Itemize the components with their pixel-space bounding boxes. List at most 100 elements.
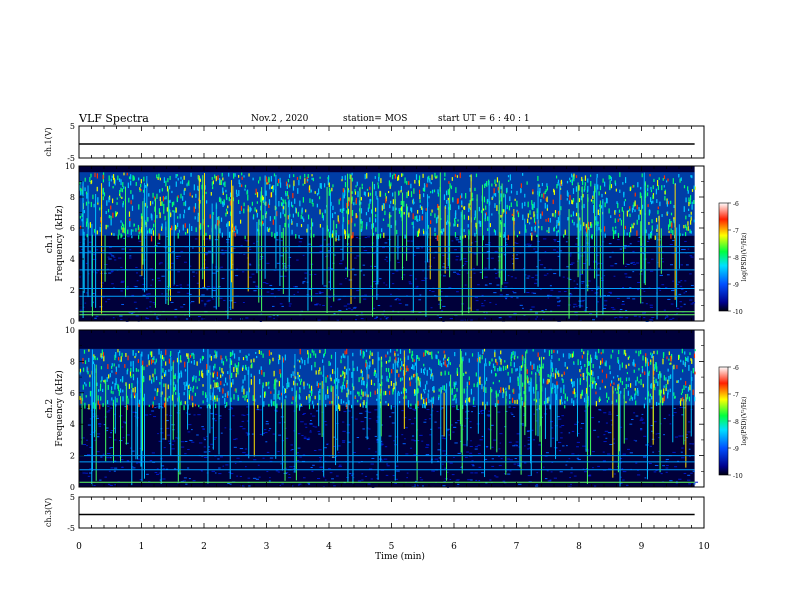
spectrogram-cell <box>455 291 459 293</box>
spectrogram-cell <box>691 175 693 179</box>
spectrogram-cell <box>97 197 99 203</box>
spectrogram-cell <box>367 207 369 212</box>
spectrogram-cell <box>255 285 259 287</box>
spectrogram-cell <box>633 315 637 317</box>
spectrogram-cell <box>449 204 451 211</box>
spectrogram-cell <box>672 280 674 282</box>
spectrogram-cell <box>111 232 113 236</box>
spectrogram-cell <box>108 181 110 187</box>
spectrogram-cell <box>102 404 104 407</box>
spectrogram-cell <box>445 364 447 368</box>
spectrogram-cell <box>292 371 294 376</box>
spectrogram-cell <box>96 173 99 179</box>
spectrogram-cell <box>311 177 313 180</box>
spectrogram-cell <box>182 196 184 201</box>
spectrogram-cell <box>166 293 169 295</box>
spectrogram-cell <box>587 395 589 402</box>
spectrogram-cell <box>154 220 156 223</box>
spectrogram-cell <box>346 392 348 398</box>
spectrogram-cell <box>202 428 205 430</box>
spectrogram-cell <box>651 395 653 400</box>
spectrogram-cell <box>613 473 616 475</box>
spectrogram-cell <box>370 463 374 465</box>
spectrogram-cell <box>588 361 591 366</box>
spectrogram-cell <box>541 226 543 231</box>
spectrogram-cell <box>162 468 166 470</box>
spectrogram-cell <box>362 264 366 266</box>
spectrogram-cell <box>95 417 99 419</box>
spectrogram-cell <box>298 179 300 186</box>
spectrogram-cell <box>615 188 617 192</box>
spectrogram-cell <box>670 374 672 379</box>
spectrogram-cell <box>403 212 405 215</box>
spectrogram-cell <box>351 177 354 182</box>
spectrogram-cell <box>418 189 421 194</box>
spectrogram-cell <box>121 426 124 428</box>
spectrogram-cell <box>479 380 481 385</box>
spectrogram-cell <box>527 443 531 445</box>
spectrogram-cell <box>595 401 598 407</box>
spectrogram-cell <box>255 209 258 213</box>
spectrogram-cell <box>424 350 426 356</box>
spectrogram-cell <box>656 350 658 355</box>
spectrogram-cell <box>482 401 484 406</box>
spectrogram-cell <box>282 357 284 363</box>
spectrogram-cell <box>389 349 392 353</box>
spectrogram-cell <box>533 391 535 394</box>
spectrogram-cell <box>388 180 391 187</box>
spectrogram-cell <box>110 205 112 210</box>
spectrogram-cell <box>85 221 88 227</box>
spectrogram-cell <box>460 319 464 321</box>
spectrogram-cell <box>180 193 182 199</box>
spectrogram-cell <box>327 386 329 390</box>
spectrogram-cell <box>594 381 596 385</box>
spectrogram-cell <box>489 223 492 228</box>
spectrogram-cell <box>640 417 643 419</box>
spectrogram-cell <box>177 177 179 181</box>
spectrogram-cell <box>350 404 353 409</box>
spectrogram-cell <box>592 371 594 377</box>
spectrogram-cell <box>347 208 350 215</box>
spectrogram-cell <box>398 303 402 305</box>
spectrogram-cell <box>180 441 185 443</box>
spectrogram-cell <box>429 351 431 355</box>
spectrogram-cell <box>170 212 172 218</box>
spectrogram-cell <box>461 205 463 208</box>
spectrogram-cell <box>492 363 495 368</box>
spectrogram-cell <box>451 474 455 476</box>
spectrogram-cell <box>564 400 566 404</box>
spectrogram-cell <box>426 369 428 376</box>
spectrogram-cell <box>687 248 690 250</box>
spectrogram-cell <box>502 208 504 214</box>
spectrogram-cell <box>392 388 394 395</box>
spectrogram-cell <box>344 366 346 370</box>
spectrogram-cell <box>110 215 112 221</box>
spectrogram-cell <box>223 182 225 186</box>
spectrogram-cell <box>610 307 615 309</box>
spectrogram-cell <box>673 205 675 208</box>
spectrogram-cell <box>551 461 554 463</box>
spectrogram-cell <box>661 401 664 406</box>
spectrogram-cell <box>392 475 395 477</box>
spectrogram-cell <box>645 229 647 234</box>
spectrogram-cell <box>121 222 123 226</box>
spectrogram-cell <box>157 242 161 244</box>
spectrogram-cell <box>482 208 485 211</box>
spectrogram-cell <box>87 370 89 375</box>
spectrogram-cell <box>191 441 195 443</box>
spectrogram-cell <box>414 179 416 184</box>
spectrogram-cell <box>566 190 569 196</box>
spectrogram-cell <box>456 388 458 392</box>
spectrogram-cell <box>319 367 321 371</box>
spectrogram-cell <box>509 196 511 202</box>
spectrogram-cell <box>511 213 513 216</box>
spectrogram-cell <box>591 223 593 228</box>
panel-frame <box>78 165 705 322</box>
spectrogram-cell <box>524 193 526 198</box>
spectrogram-cell <box>172 210 174 213</box>
spectrogram-cell <box>581 179 584 186</box>
spectrogram-cell <box>421 215 423 221</box>
spectrogram-cell <box>531 292 535 294</box>
spectrogram-cell <box>608 175 610 180</box>
spectrogram-cell <box>90 173 92 178</box>
